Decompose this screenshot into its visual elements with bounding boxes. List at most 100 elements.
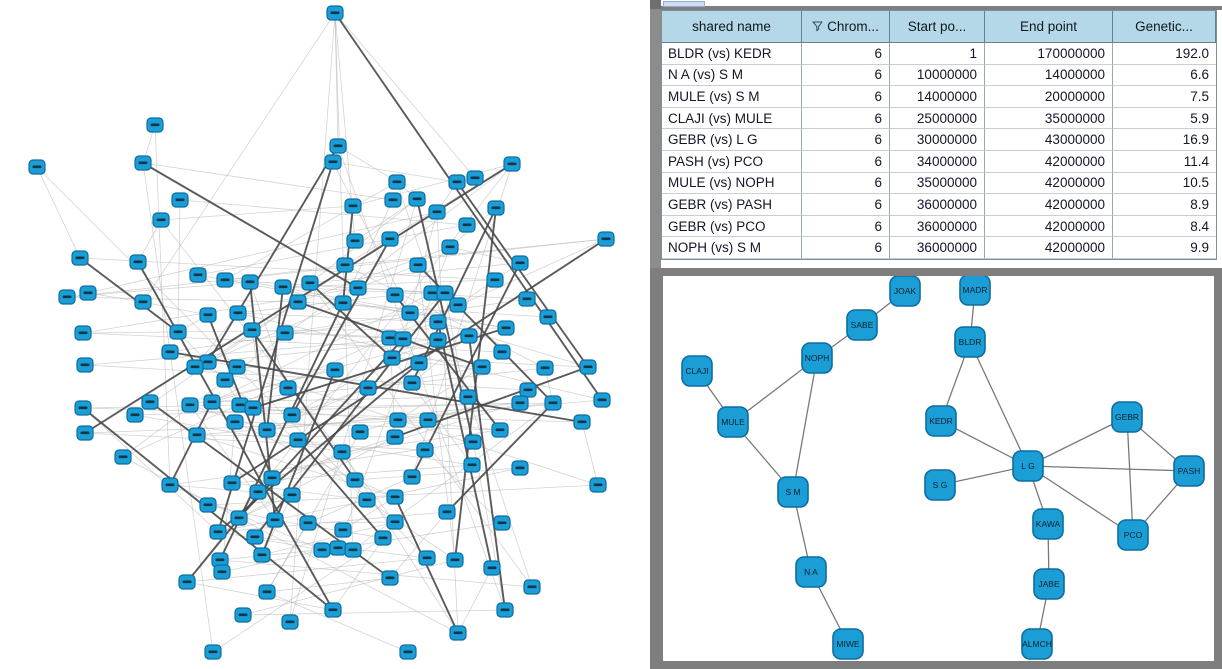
table-cell[interactable]: 42000000 xyxy=(985,237,1113,259)
table-cell[interactable]: 6 xyxy=(802,215,890,238)
network-node[interactable] xyxy=(79,285,97,301)
network-node[interactable] xyxy=(289,294,307,310)
subnetwork-edge[interactable] xyxy=(1027,465,1190,472)
network-node[interactable] xyxy=(223,475,241,491)
table-cell[interactable]: 170000000 xyxy=(985,43,1113,65)
network-node[interactable] xyxy=(71,250,89,266)
network-node[interactable] xyxy=(418,550,436,566)
network-node[interactable] xyxy=(429,314,447,330)
network-node[interactable] xyxy=(243,322,261,338)
network-node[interactable] xyxy=(146,117,164,133)
table-cell[interactable]: 6 xyxy=(802,64,890,87)
table-cell[interactable]: 6 xyxy=(802,43,890,65)
subnetwork-edge[interactable] xyxy=(1027,465,1134,536)
network-node[interactable] xyxy=(134,155,152,171)
table-cell[interactable]: 30000000 xyxy=(890,129,985,151)
network-node[interactable] xyxy=(263,470,281,486)
network-node[interactable] xyxy=(324,154,342,170)
subnetwork-node-mule[interactable]: MULE xyxy=(717,406,749,438)
network-node[interactable] xyxy=(419,412,437,428)
network-node[interactable] xyxy=(449,297,467,313)
network-node[interactable] xyxy=(253,547,271,563)
network-node[interactable] xyxy=(199,307,217,323)
network-node[interactable] xyxy=(497,320,515,336)
network-node[interactable] xyxy=(593,392,611,408)
network-node[interactable] xyxy=(326,362,344,378)
network-node[interactable] xyxy=(438,504,456,520)
table-cell[interactable]: 192.0 xyxy=(1113,43,1216,65)
subnetwork-node-s-g[interactable]: S G xyxy=(924,469,956,501)
network-node[interactable] xyxy=(313,542,331,558)
network-node[interactable] xyxy=(76,357,94,373)
table-cell[interactable]: 11.4 xyxy=(1113,151,1216,173)
network-node[interactable] xyxy=(463,457,481,473)
table-cell[interactable]: 14000000 xyxy=(890,86,985,108)
network-node[interactable] xyxy=(381,570,399,586)
network-node[interactable] xyxy=(473,359,491,375)
network-node[interactable] xyxy=(344,198,362,214)
table-cell[interactable]: MULE (vs) NOPH xyxy=(662,172,802,195)
network-node[interactable] xyxy=(329,138,347,154)
network-node[interactable] xyxy=(386,514,404,530)
table-cell[interactable]: BLDR (vs) KEDR xyxy=(662,43,802,65)
table-cell[interactable]: GEBR (vs) L G xyxy=(662,129,802,151)
network-node[interactable] xyxy=(493,344,511,360)
table-cell[interactable]: 6 xyxy=(802,237,890,259)
network-node[interactable] xyxy=(523,579,541,595)
network-node[interactable] xyxy=(74,400,92,416)
table-cell[interactable]: 36000000 xyxy=(890,215,985,238)
network-node[interactable] xyxy=(487,200,505,216)
network-node[interactable] xyxy=(299,515,317,531)
network-node[interactable] xyxy=(381,330,399,346)
table-cell[interactable]: 9.9 xyxy=(1113,237,1216,259)
network-node[interactable] xyxy=(114,449,132,465)
network-node[interactable] xyxy=(258,422,276,438)
table-cell[interactable]: 6.6 xyxy=(1113,65,1216,87)
table-cell[interactable]: 6 xyxy=(802,150,890,173)
splitter-top-button[interactable] xyxy=(650,0,661,9)
network-node[interactable] xyxy=(216,272,234,288)
network-node[interactable] xyxy=(181,397,199,413)
subnetwork-edge[interactable] xyxy=(1027,416,1128,467)
network-node[interactable] xyxy=(416,442,434,458)
subnetwork-node-kedr[interactable]: KEDR xyxy=(925,405,957,437)
network-node[interactable] xyxy=(258,584,276,600)
table-cell[interactable]: 5.9 xyxy=(1113,108,1216,130)
subnetwork-node-noph[interactable]: NOPH xyxy=(801,342,833,374)
network-node[interactable] xyxy=(429,332,447,348)
table-cell[interactable]: 14000000 xyxy=(985,64,1113,87)
scrollbar-thumb[interactable] xyxy=(663,1,705,7)
table-cell[interactable]: 10.5 xyxy=(1113,173,1216,195)
network-node[interactable] xyxy=(266,512,284,528)
table-cell[interactable]: NOPH (vs) S M xyxy=(662,237,802,259)
network-node[interactable] xyxy=(289,432,307,448)
subnetwork-node-almch[interactable]: ALMCH xyxy=(1021,628,1053,660)
column-header-chromosome[interactable]: Chrom... xyxy=(802,11,890,43)
network-node[interactable] xyxy=(283,487,301,503)
network-node[interactable] xyxy=(199,497,217,513)
network-node[interactable] xyxy=(388,174,406,190)
network-node[interactable] xyxy=(573,414,591,430)
network-node[interactable] xyxy=(329,540,347,556)
network-node[interactable] xyxy=(386,429,404,445)
network-node[interactable] xyxy=(403,469,421,485)
table-cell[interactable]: 7.5 xyxy=(1113,86,1216,108)
subnetwork-node-l-g[interactable]: L G xyxy=(1012,450,1044,482)
subnetwork-node-miwe[interactable]: MIWE xyxy=(832,628,864,660)
subnetwork-node-n-a[interactable]: N A xyxy=(795,556,827,588)
network-node[interactable] xyxy=(389,412,407,428)
network-node[interactable] xyxy=(399,644,417,660)
network-node[interactable] xyxy=(334,522,352,538)
subnetwork-node-s-m[interactable]: S M xyxy=(777,476,809,508)
network-node[interactable] xyxy=(359,380,377,396)
network-node[interactable] xyxy=(409,257,427,273)
table-cell[interactable]: 8.9 xyxy=(1113,194,1216,216)
subnetwork-node-gebr[interactable]: GEBR xyxy=(1111,401,1143,433)
network-node[interactable] xyxy=(276,325,294,341)
table-cell[interactable]: 16.9 xyxy=(1113,129,1216,151)
network-node[interactable] xyxy=(204,644,222,660)
network-node[interactable] xyxy=(244,400,262,416)
column-header-end-point[interactable]: End point xyxy=(985,11,1113,43)
table-cell[interactable]: 36000000 xyxy=(890,194,985,216)
horizontal-scrollbar[interactable] xyxy=(661,0,1222,10)
